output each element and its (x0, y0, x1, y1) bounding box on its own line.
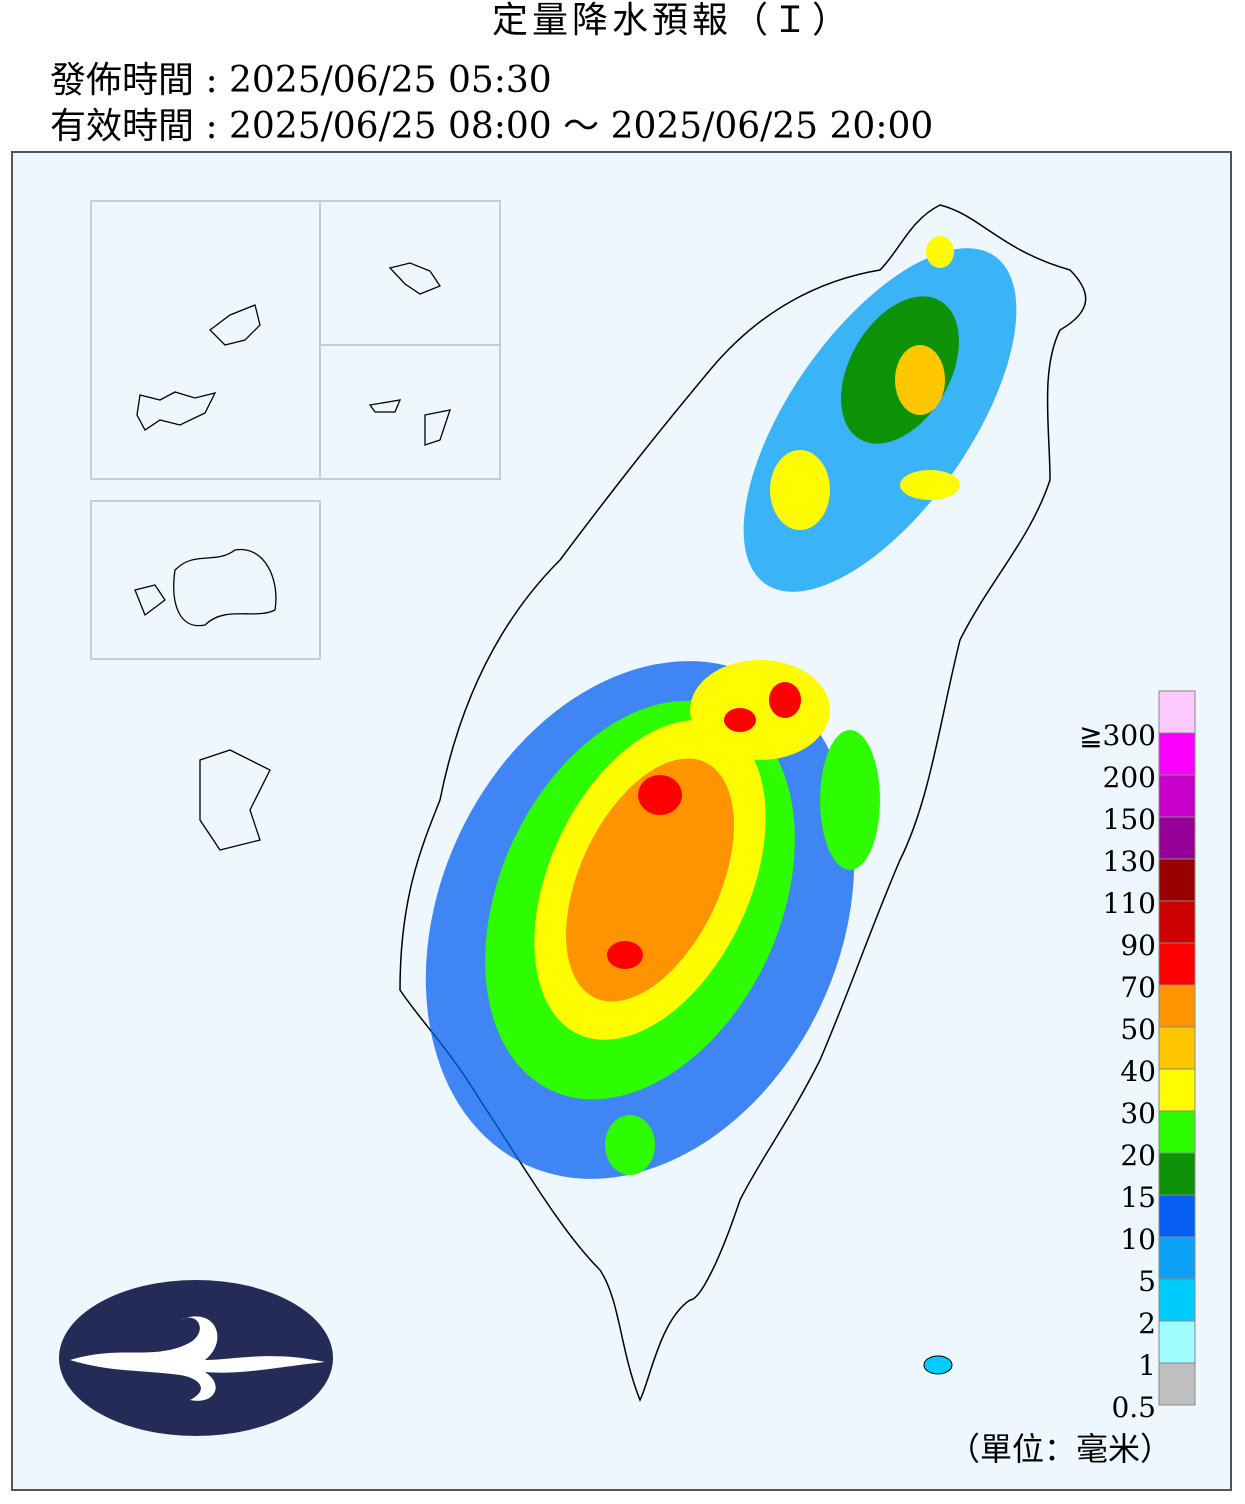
legend-label: 1 (1138, 1349, 1156, 1382)
legend-swatch (1158, 900, 1196, 944)
legend-swatch (1158, 1362, 1196, 1406)
legend-swatch (1158, 984, 1196, 1028)
legend-label: 70 (1120, 971, 1156, 1004)
legend-label: 20 (1120, 1139, 1156, 1172)
valid-time: 有效時間 : 2025/06/25 08:00 ～ 2025/06/25 20:… (50, 106, 933, 147)
unit-label: （單位：毫米） (948, 1430, 1172, 1468)
legend-label: 150 (1103, 803, 1156, 836)
issue-time: 發佈時間 : 2025/06/25 05:30 (50, 60, 552, 101)
legend-label: 5 (1138, 1265, 1156, 1298)
inset-frames (90, 200, 501, 660)
legend-label: 200 (1103, 761, 1156, 794)
legend-label: 10 (1120, 1223, 1156, 1256)
legend-swatch (1158, 1068, 1196, 1112)
legend-swatch (1158, 1194, 1196, 1238)
logo (59, 1280, 333, 1436)
legend-swatch (1158, 1278, 1196, 1322)
legend-swatch (1158, 1236, 1196, 1280)
legend-swatch (1158, 858, 1196, 902)
legend-label: ≧300 (1079, 719, 1156, 752)
legend-label: 2 (1138, 1307, 1156, 1340)
legend-label: 50 (1120, 1013, 1156, 1046)
islands (134, 262, 451, 851)
legend-label: 15 (1120, 1181, 1156, 1214)
legend-swatch (1158, 942, 1196, 986)
legend: 0.5 1 2 5 10 15 20 30 40 50 70 90 110 130 150 200 ≧300 (1079, 690, 1196, 1424)
legend-swatch (1158, 690, 1196, 734)
legend-swatch (1158, 1110, 1196, 1154)
legend-swatch (1158, 1320, 1196, 1364)
taiwan-map (399, 204, 1087, 1402)
legend-swatch (1158, 1152, 1196, 1196)
legend-label: 90 (1120, 929, 1156, 962)
legend-swatch (1158, 816, 1196, 860)
legend-swatch (1158, 1026, 1196, 1070)
title: 定量降水預報（Ｉ） (492, 0, 852, 41)
legend-swatch (1158, 732, 1196, 776)
legend-label: 0.5 (1111, 1391, 1156, 1424)
legend-label: 30 (1120, 1097, 1156, 1130)
legend-label: 130 (1103, 845, 1156, 878)
legend-label: 110 (1103, 887, 1156, 920)
legend-swatch (1158, 774, 1196, 818)
legend-label: 40 (1120, 1055, 1156, 1088)
